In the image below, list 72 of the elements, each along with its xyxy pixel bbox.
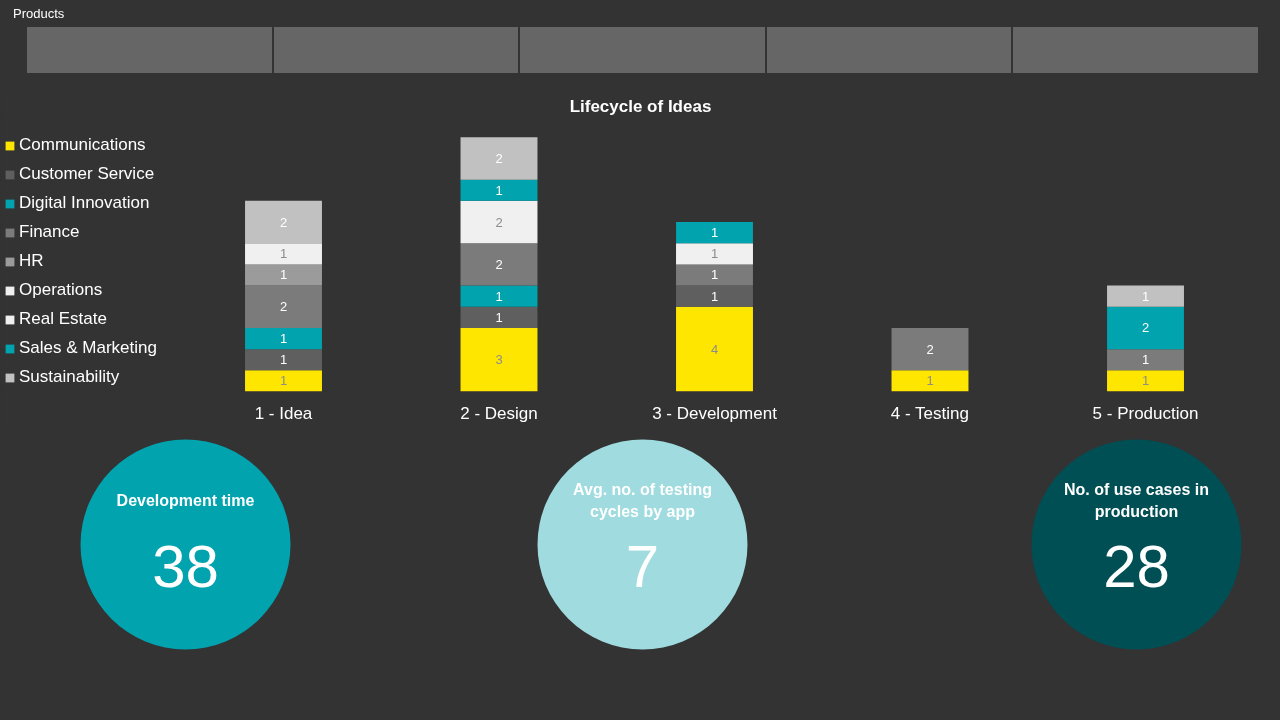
data-label: 3: [495, 352, 503, 368]
bar: [460, 179, 538, 201]
legend-label: Finance: [19, 222, 80, 242]
data-label: 2: [1141, 320, 1150, 336]
bar: [245, 243, 322, 265]
data-label: 1: [279, 331, 288, 347]
category-label: Development time: [116, 492, 255, 509]
bar: [245, 349, 322, 371]
legend-label: Digital Innovation: [19, 193, 150, 213]
data-label: 2: [495, 214, 503, 230]
data-label: 1: [495, 309, 503, 325]
data-label: 1: [1141, 352, 1150, 368]
category-label: Avg. no. of testing cycles by app: [573, 480, 712, 521]
bar: [460, 137, 538, 180]
data-label: 1: [279, 267, 288, 283]
data-label: 1: [1141, 288, 1150, 304]
bar: [460, 306, 538, 328]
legend-label: Sustainability: [19, 367, 120, 387]
data-label: 7: [625, 533, 660, 600]
bar: [245, 370, 322, 392]
data-label: 1: [926, 373, 934, 389]
legend-label: HR: [19, 251, 44, 271]
chart-title: Lifecycle of Ideas: [569, 96, 712, 116]
bar: [676, 285, 753, 307]
data-label: 1: [495, 182, 503, 198]
x-tick-label: 4 - Testing: [890, 403, 969, 423]
data-label: 4: [710, 341, 719, 357]
legend-label: Sales & Marketing: [19, 338, 157, 358]
bar: [245, 200, 322, 244]
data-label: 38: [152, 533, 219, 600]
bar: [1107, 370, 1184, 392]
data-label: 1: [1141, 373, 1150, 389]
x-tick-label: 3 - Development: [652, 403, 778, 423]
data-label: 1: [710, 225, 719, 241]
legend-label: Communications: [19, 135, 146, 155]
bar: [1107, 306, 1184, 350]
data-label: 2: [495, 150, 503, 166]
text: Products: [13, 5, 65, 23]
x-tick-label: 1 - Idea: [254, 403, 313, 423]
data-label: 2: [279, 299, 288, 315]
data-label: 2: [279, 214, 288, 230]
bar: [676, 222, 753, 244]
bar: [891, 327, 969, 371]
data-label: 1: [495, 288, 503, 304]
legend-label: Customer Service: [19, 164, 155, 184]
bar: [676, 243, 753, 265]
data-label: 1: [279, 246, 288, 262]
bar: [676, 306, 753, 392]
bar: [1107, 285, 1184, 307]
category-label: No. of use cases in production: [1064, 480, 1209, 521]
bar: [460, 285, 538, 307]
legend-label: Operations: [19, 280, 103, 300]
data-label: 2: [926, 341, 934, 357]
data-label: 1: [710, 246, 719, 262]
data-label: 1: [710, 267, 719, 283]
bar: [1107, 349, 1184, 371]
x-tick-label: 5 - Production: [1092, 403, 1199, 423]
bar: [245, 327, 322, 350]
bar: [460, 327, 538, 392]
legend-label: Real Estate: [19, 309, 107, 329]
bar: [460, 200, 538, 244]
data-label: 2: [495, 256, 503, 272]
data-label: 28: [1103, 533, 1170, 600]
bar: [460, 243, 538, 286]
x-tick-label: 2 - Design: [460, 403, 538, 423]
bar: [891, 370, 969, 392]
bar: [245, 264, 322, 286]
bar: [245, 285, 322, 328]
bar: [676, 264, 753, 286]
data-label: 1: [710, 288, 719, 304]
data-label: 1: [279, 352, 288, 368]
data-label: 1: [279, 373, 288, 389]
